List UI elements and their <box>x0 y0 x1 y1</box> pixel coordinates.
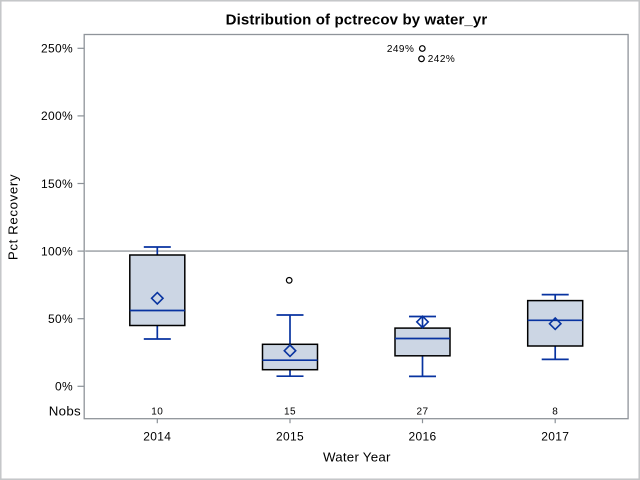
svg-text:250%: 250% <box>41 42 73 56</box>
svg-text:15: 15 <box>284 407 296 418</box>
svg-text:200%: 200% <box>41 109 73 123</box>
svg-text:0%: 0% <box>55 380 73 394</box>
svg-text:Water Year: Water Year <box>323 450 391 465</box>
svg-text:2014: 2014 <box>143 430 171 444</box>
svg-text:Pct Recovery: Pct Recovery <box>6 174 21 260</box>
svg-text:100%: 100% <box>41 244 73 258</box>
svg-text:2016: 2016 <box>408 430 436 444</box>
svg-text:Distribution of pctrecov by wa: Distribution of pctrecov by water_yr <box>226 12 488 29</box>
svg-text:2015: 2015 <box>276 430 304 444</box>
svg-text:27: 27 <box>416 407 428 418</box>
svg-text:242%: 242% <box>428 54 455 65</box>
svg-text:2017: 2017 <box>541 430 569 444</box>
svg-text:150%: 150% <box>41 177 73 191</box>
svg-text:10: 10 <box>151 407 163 418</box>
svg-text:249%: 249% <box>387 44 414 55</box>
svg-text:8: 8 <box>552 407 558 418</box>
svg-text:50%: 50% <box>48 312 73 326</box>
svg-text:Nobs: Nobs <box>49 404 81 419</box>
